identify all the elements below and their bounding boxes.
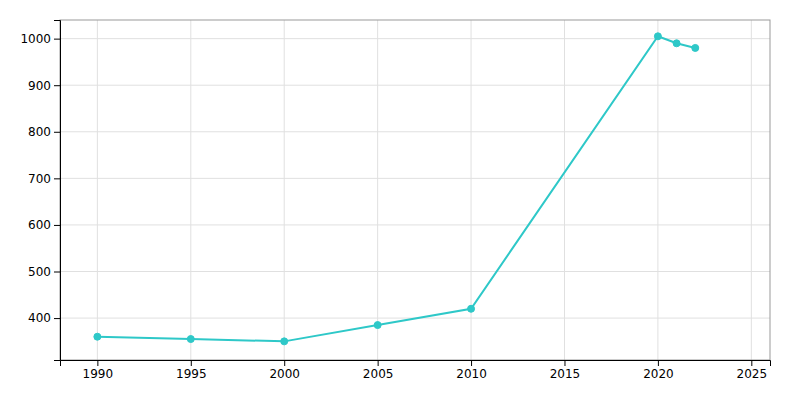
x-tick: 1995 xyxy=(176,360,207,381)
y-tick-label: 1000 xyxy=(20,32,51,46)
y-tick-mark xyxy=(54,85,60,86)
point xyxy=(673,40,680,47)
plot-area: 1990 1995 2000 2005 2010 2015 2020 2025 400 500 60… xyxy=(20,20,770,381)
x-tick-mark xyxy=(191,360,192,366)
y-grid-line xyxy=(60,131,770,132)
point xyxy=(374,322,381,329)
y-grid-line xyxy=(60,178,770,179)
x-grid-line xyxy=(284,20,285,360)
y-grid-line xyxy=(60,85,770,86)
y-tick-mark xyxy=(54,225,60,226)
point xyxy=(187,336,194,343)
y-tick-label: 500 xyxy=(28,265,51,279)
y-tick: 500 xyxy=(28,265,60,279)
line xyxy=(97,36,695,341)
y-tick-label: 700 xyxy=(28,172,51,186)
x-axis: 1990 1995 2000 2005 2010 2015 2020 2025 xyxy=(61,360,771,381)
y-tick-label: 400 xyxy=(28,311,51,325)
y-tick: 900 xyxy=(28,79,60,93)
y-tick-mark xyxy=(54,272,60,273)
y-tick-label: 800 xyxy=(28,125,51,139)
y-tick-mark xyxy=(54,318,60,319)
y-axis-line xyxy=(54,21,61,361)
x-tick-label: 2005 xyxy=(363,367,394,381)
y-tick-mark xyxy=(54,132,60,133)
x-tick-label: 2025 xyxy=(737,367,768,381)
y-tick: 600 xyxy=(28,218,60,232)
grid xyxy=(60,20,770,360)
x-grid-line xyxy=(97,20,98,360)
y-tick-label: 900 xyxy=(28,79,51,93)
x-tick-label: 2020 xyxy=(643,367,674,381)
x-tick-label: 1995 xyxy=(176,367,207,381)
y-tick: 1000 xyxy=(20,32,60,46)
chart-svg: 1990 1995 2000 2005 2010 2015 2020 2025 400 500 60… xyxy=(0,0,800,400)
y-axis: 400 500 600 700 800 900 1000 xyxy=(20,21,60,361)
x-tick-label: 1990 xyxy=(83,367,114,381)
y-grid-line xyxy=(60,271,770,272)
x-tick: 2025 xyxy=(737,360,768,381)
x-tick-mark xyxy=(658,360,659,366)
x-grid-line xyxy=(657,20,658,360)
y-tick: 700 xyxy=(28,172,60,186)
x-grid-line xyxy=(190,20,191,360)
y-tick-label: 600 xyxy=(28,218,51,232)
x-grid-line xyxy=(751,20,752,360)
point xyxy=(654,33,661,40)
x-tick: 2010 xyxy=(456,360,487,381)
point xyxy=(692,44,699,51)
point xyxy=(281,338,288,345)
marks xyxy=(94,33,699,345)
x-tick-mark xyxy=(471,360,472,366)
point xyxy=(94,333,101,340)
x-tick: 2000 xyxy=(269,360,300,381)
x-tick-label: 2000 xyxy=(269,367,300,381)
x-tick-mark xyxy=(97,360,98,366)
x-tick-mark xyxy=(378,360,379,366)
x-tick: 2015 xyxy=(550,360,581,381)
y-tick-mark xyxy=(54,178,60,179)
x-tick-mark xyxy=(284,360,285,366)
x-tick-mark xyxy=(751,360,752,366)
x-axis-line xyxy=(61,361,771,367)
x-grid-line xyxy=(564,20,565,360)
x-tick-label: 2010 xyxy=(456,367,487,381)
x-tick: 2020 xyxy=(643,360,674,381)
y-tick: 400 xyxy=(28,311,60,325)
plot-frame xyxy=(60,20,770,360)
x-tick: 1990 xyxy=(83,360,114,381)
point xyxy=(468,305,475,312)
chart-container: 1990 1995 2000 2005 2010 2015 2020 2025 400 500 60… xyxy=(0,0,800,400)
x-tick-label: 2015 xyxy=(550,367,581,381)
x-tick: 2005 xyxy=(363,360,394,381)
y-tick: 800 xyxy=(28,125,60,139)
x-grid-line xyxy=(377,20,378,360)
y-grid-line xyxy=(60,224,770,225)
x-tick-mark xyxy=(564,360,565,366)
y-tick-mark xyxy=(54,39,60,40)
